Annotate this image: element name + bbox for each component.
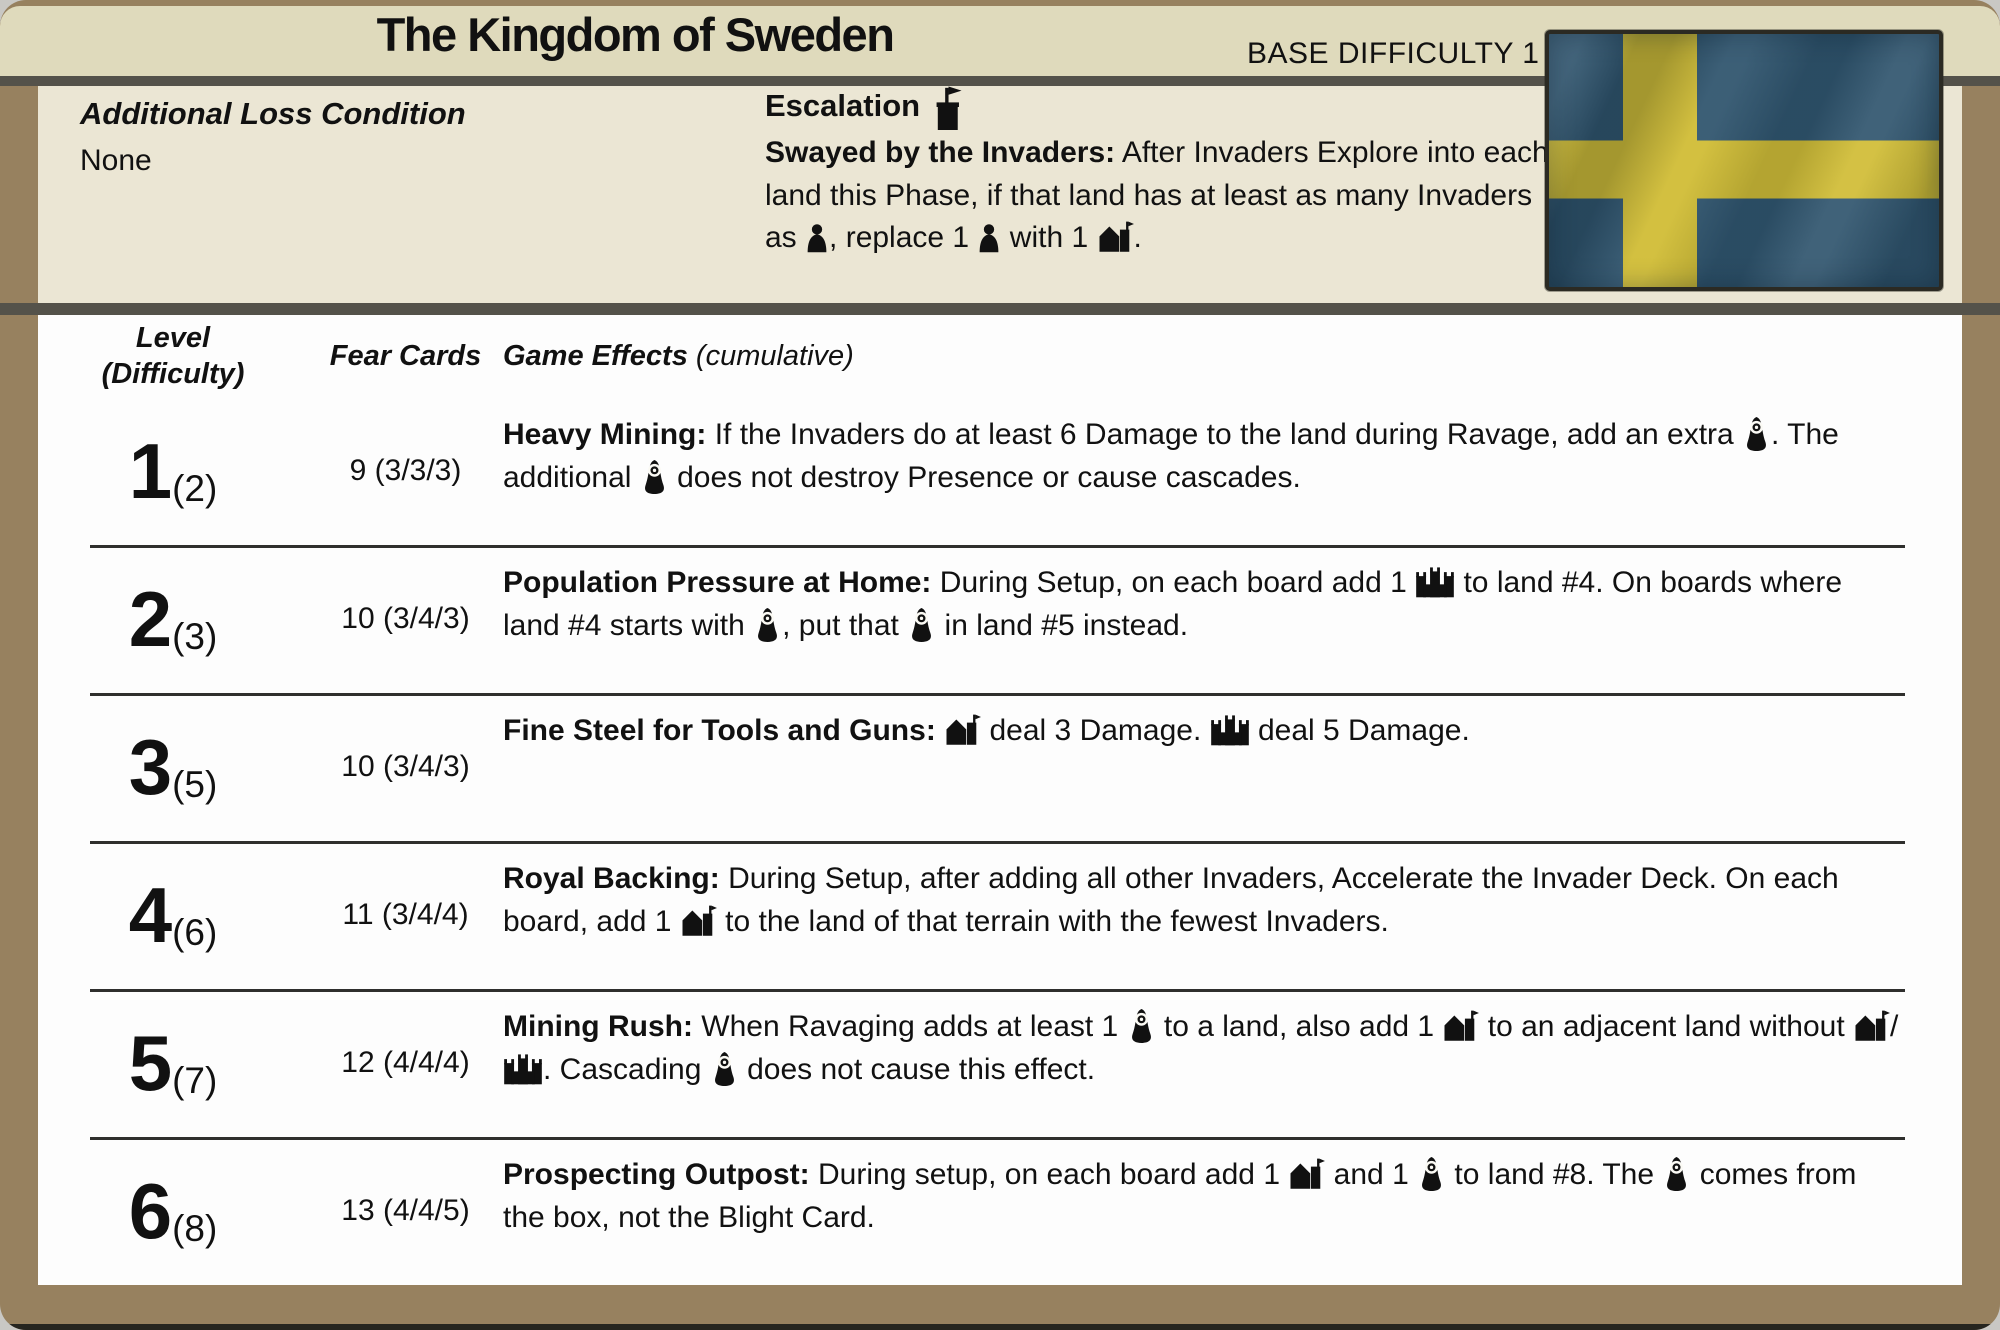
escalation-text: Swayed by the Invaders: After Invaders E… (765, 136, 1549, 254)
town-icon (1442, 1010, 1480, 1042)
explorer-icon (805, 224, 829, 253)
table-row-level-1: 1 (2) 9 (3/3/3) Heavy Mining: If the Inva… (38, 397, 1962, 545)
blight-icon (753, 607, 782, 643)
game-effect-text: Royal Backing: During Setup, after addin… (503, 862, 1839, 938)
level-number: 3 (128, 723, 172, 811)
fear-cards-value: 10 (3/4/3) (341, 750, 470, 783)
table-row-level-3: 3 (5) 10 (3/4/3) Fine Steel for Tools and… (38, 693, 1962, 841)
game-effect-text: Mining Rush: When Ravaging adds at least… (503, 1008, 1899, 1087)
level-cell: 5 (7) (38, 989, 308, 1137)
town-icon (1288, 1158, 1326, 1190)
fear-cards-value: 12 (4/4/4) (341, 1046, 470, 1079)
table-header-row: Level (Difficulty) Fear Cards Game Effec… (38, 315, 1962, 397)
blight-icon (907, 607, 936, 643)
level-cell: 1 (2) (38, 397, 308, 545)
level-difficulty: (3) (172, 616, 218, 657)
explorer-icon (977, 224, 1001, 253)
page-title: The Kingdom of Sweden (376, 8, 895, 61)
town-icon (944, 714, 982, 746)
city-icon (503, 1053, 543, 1085)
blight-icon (1742, 416, 1771, 452)
escalation-heading-label: Escalation (765, 88, 921, 123)
level-number: 2 (128, 575, 172, 663)
blight-icon (1127, 1008, 1156, 1044)
level-difficulty: (2) (172, 468, 218, 509)
fear-cards-value: 10 (3/4/3) (341, 602, 470, 635)
level-number: 4 (128, 871, 172, 959)
town-icon (680, 905, 717, 937)
level-cell: 3 (5) (38, 693, 308, 841)
cumulative-note: (cumulative) (695, 339, 854, 372)
column-header-game-effects: Game Effects (cumulative) (503, 339, 854, 372)
level-difficulty: (7) (172, 1060, 218, 1101)
column-header-fear-cards: Fear Cards (329, 339, 482, 372)
base-difficulty-label: BASE DIFFICULTY 1 (1247, 37, 1540, 70)
level-number: 5 (128, 1019, 172, 1107)
game-effect-text: Fine Steel for Tools and Guns: deal 3 Da… (503, 714, 1470, 747)
fear-cards-value: 9 (3/3/3) (349, 454, 462, 487)
blight-icon (1417, 1156, 1446, 1192)
table-row-level-5: 5 (7) 12 (4/4/4) Mining Rush: When Ravagi… (38, 989, 1962, 1137)
town-icon (1097, 221, 1134, 253)
blight-icon (640, 459, 669, 495)
fear-cards-value: 13 (4/4/5) (341, 1194, 470, 1227)
level-number: 6 (128, 1167, 172, 1255)
loss-condition-heading: Additional Loss Condition (80, 96, 466, 131)
escalation-block: Escalation Swayed by the Invaders: After… (765, 86, 1565, 260)
card-bottom-edge (0, 1324, 2000, 1330)
escalation-heading: Escalation (765, 86, 1565, 130)
city-icon (1415, 566, 1455, 598)
game-effect-text: Heavy Mining: If the Invaders do at leas… (503, 416, 1839, 495)
fear-cards-value: 11 (3/4/4) (342, 898, 469, 931)
game-effect-text: Population Pressure at Home: During Setu… (503, 566, 1843, 643)
escalation-flag-icon (930, 84, 964, 130)
header-divider (0, 76, 2000, 86)
city-icon (1210, 714, 1250, 746)
game-effect-text: Prospecting Outpost: During setup, on ea… (503, 1156, 1857, 1234)
level-table: Level (Difficulty) Fear Cards Game Effec… (38, 315, 1962, 1285)
table-row-level-6: 6 (8) 13 (4/4/5) Prospecting Outpost: Dur… (38, 1137, 1962, 1285)
section-divider-bar (0, 303, 2000, 315)
escalation-flag-icon (930, 86, 964, 130)
level-cell: 2 (3) (38, 545, 308, 693)
level-cell: 6 (8) (38, 1137, 308, 1285)
level-difficulty: (8) (172, 1208, 218, 1249)
town-icon (1853, 1010, 1890, 1042)
level-difficulty: (5) (172, 764, 218, 805)
blight-icon (1662, 1156, 1691, 1192)
level-number: 1 (128, 427, 172, 515)
table-row-level-4: 4 (6) 11 (3/4/4) Royal Backing: During Se… (38, 841, 1962, 989)
sweden-flag (1545, 30, 1943, 291)
table-row-level-2: 2 (3) 10 (3/4/3) Population Pressure at H… (38, 545, 1962, 693)
column-header-level: Level (Difficulty) (101, 322, 245, 390)
blight-icon (710, 1051, 739, 1087)
loss-condition-block: Additional Loss Condition None (80, 96, 466, 178)
level-cell: 4 (6) (38, 841, 308, 989)
level-difficulty: (6) (172, 912, 218, 953)
loss-condition-value: None (80, 144, 152, 177)
